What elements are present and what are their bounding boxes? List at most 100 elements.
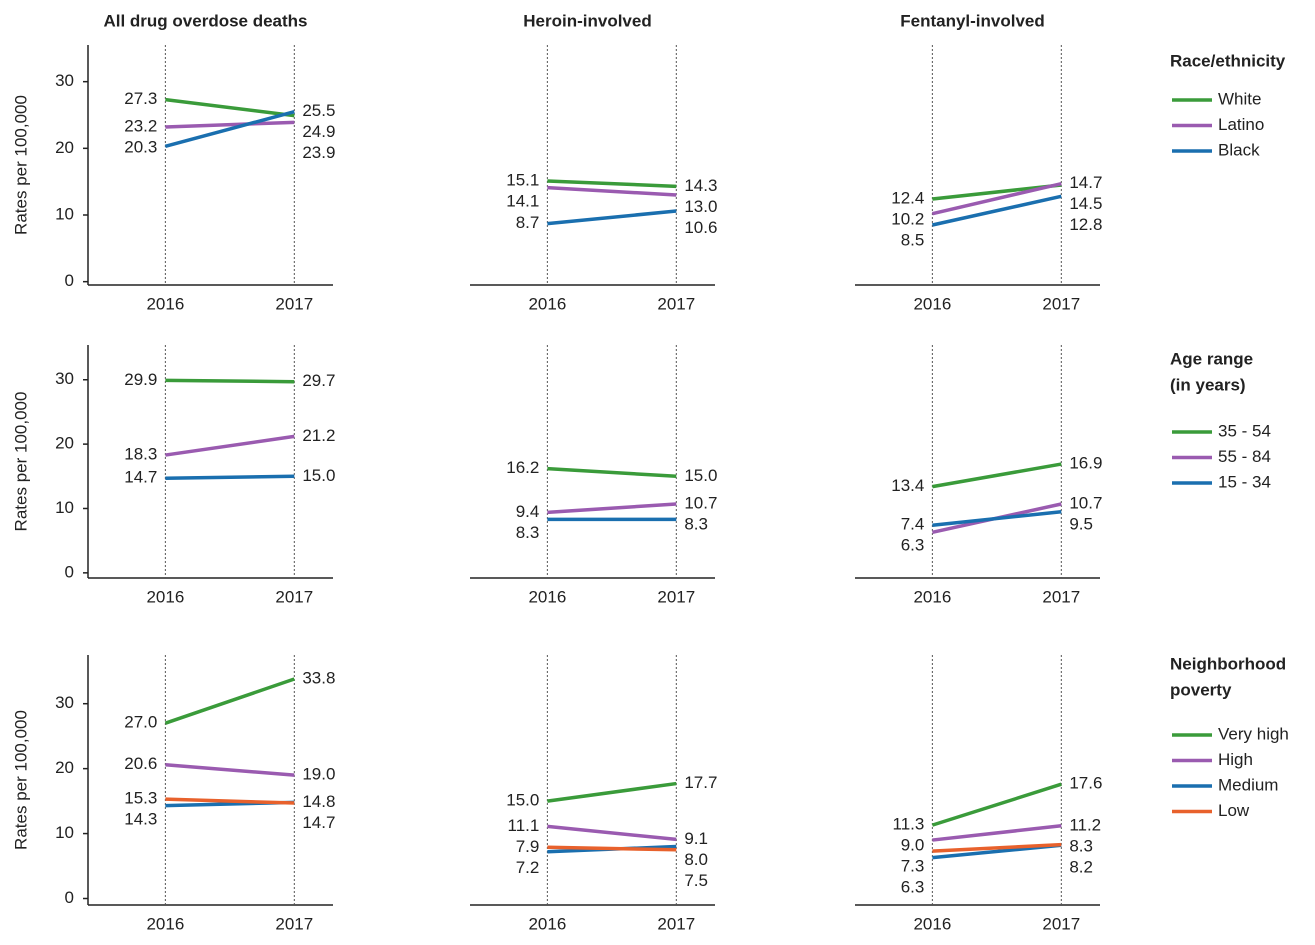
value-label: 11.3 (893, 815, 925, 834)
value-label: 8.3 (684, 514, 708, 533)
series-line (547, 466, 677, 479)
y-tick-label: 20 (55, 138, 74, 157)
value-label: 7.2 (516, 858, 540, 877)
legend-label: Medium (1218, 775, 1278, 794)
value-label: 15.0 (302, 466, 335, 485)
legend-title: Age range (1170, 349, 1253, 368)
x-tick-label: 2016 (913, 914, 951, 933)
legend-label: Very high (1218, 724, 1289, 743)
x-tick-label: 2016 (528, 587, 566, 606)
value-label: 14.3 (684, 176, 717, 195)
y-tick-label: 30 (55, 71, 74, 90)
series-line (165, 474, 295, 480)
value-label: 14.7 (1069, 173, 1102, 192)
series-line (547, 209, 677, 226)
series-line (547, 185, 677, 197)
series-line (547, 179, 677, 189)
y-tick-label: 20 (55, 434, 74, 453)
value-label: 15.0 (684, 466, 717, 485)
series-line (165, 378, 295, 384)
value-label: 14.7 (302, 813, 335, 832)
value-label: 16.2 (506, 458, 539, 477)
value-label: 7.5 (684, 871, 708, 890)
value-label: 21.2 (302, 426, 335, 445)
y-tick-label: 0 (65, 888, 74, 907)
value-label: 15.3 (124, 789, 157, 808)
x-tick-label: 2017 (657, 914, 695, 933)
value-label: 16.9 (1069, 454, 1102, 473)
value-label: 6.3 (901, 536, 925, 555)
series-line (931, 181, 1062, 216)
value-label: 20.6 (124, 754, 157, 773)
value-label: 24.9 (302, 122, 335, 141)
x-tick-label: 2016 (146, 294, 184, 313)
series-line (165, 97, 295, 118)
value-label: 12.4 (891, 188, 924, 207)
x-tick-label: 2017 (657, 294, 695, 313)
series-line (932, 462, 1062, 489)
series-line (932, 842, 1062, 853)
value-label: 14.8 (302, 792, 335, 811)
value-label: 14.7 (124, 468, 157, 487)
value-label: 25.5 (302, 101, 335, 120)
legend-label: 15 - 34 (1218, 472, 1271, 491)
series-line (164, 109, 295, 149)
x-tick-label: 2016 (913, 294, 951, 313)
panel-title: Fentanyl-involved (900, 11, 1045, 30)
value-label: 23.2 (124, 116, 157, 135)
value-label: 20.3 (124, 137, 157, 156)
x-tick-label: 2017 (1042, 294, 1080, 313)
legend-label: Black (1218, 140, 1260, 159)
legend-title: Neighborhood (1170, 654, 1286, 673)
panel-title: All drug overdose deaths (103, 11, 307, 30)
x-tick-label: 2016 (913, 587, 951, 606)
value-label: 13.4 (891, 476, 924, 495)
value-label: 17.7 (684, 773, 717, 792)
value-label: 18.3 (124, 445, 157, 464)
x-tick-label: 2017 (275, 294, 313, 313)
legend-label: High (1218, 750, 1253, 769)
x-tick-label: 2017 (1042, 914, 1080, 933)
x-tick-label: 2017 (275, 587, 313, 606)
series-line (547, 781, 677, 803)
legend-title: (in years) (1170, 375, 1246, 394)
value-label: 33.8 (302, 669, 335, 688)
value-label: 7.4 (901, 515, 925, 534)
legend-title: poverty (1170, 680, 1232, 699)
value-label: 9.4 (516, 502, 540, 521)
value-label: 6.3 (901, 878, 925, 897)
legend-label: Latino (1218, 115, 1264, 134)
value-label: 10.7 (1069, 493, 1102, 512)
series-line (547, 824, 677, 842)
value-label: 7.3 (901, 857, 925, 876)
value-label: 8.7 (516, 213, 540, 232)
x-tick-label: 2016 (528, 914, 566, 933)
value-label: 11.2 (1069, 815, 1101, 834)
value-label: 10.2 (891, 209, 924, 228)
value-label: 8.2 (1069, 857, 1093, 876)
series-line (165, 120, 295, 129)
x-tick-label: 2016 (146, 587, 184, 606)
legend-label: Low (1218, 801, 1250, 820)
panel-title: Heroin-involved (523, 11, 651, 30)
x-tick-label: 2017 (1042, 587, 1080, 606)
value-label: 9.5 (1069, 514, 1093, 533)
y-tick-label: 30 (55, 369, 74, 388)
series-line (931, 782, 1062, 827)
y-tick-label: 10 (55, 498, 74, 517)
value-label: 14.3 (124, 810, 157, 829)
value-label: 29.7 (302, 371, 335, 390)
value-label: 17.6 (1069, 774, 1102, 793)
series-line (164, 677, 295, 725)
y-axis-label: Rates per 100,000 (11, 95, 30, 235)
x-tick-label: 2017 (657, 587, 695, 606)
legend-label: White (1218, 89, 1261, 108)
value-label: 10.7 (684, 493, 717, 512)
y-tick-label: 0 (65, 271, 74, 290)
series-line (547, 845, 677, 852)
value-label: 7.9 (516, 837, 540, 856)
series-line (165, 762, 295, 777)
value-label: 27.3 (124, 89, 157, 108)
y-axis-label: Rates per 100,000 (11, 392, 30, 532)
